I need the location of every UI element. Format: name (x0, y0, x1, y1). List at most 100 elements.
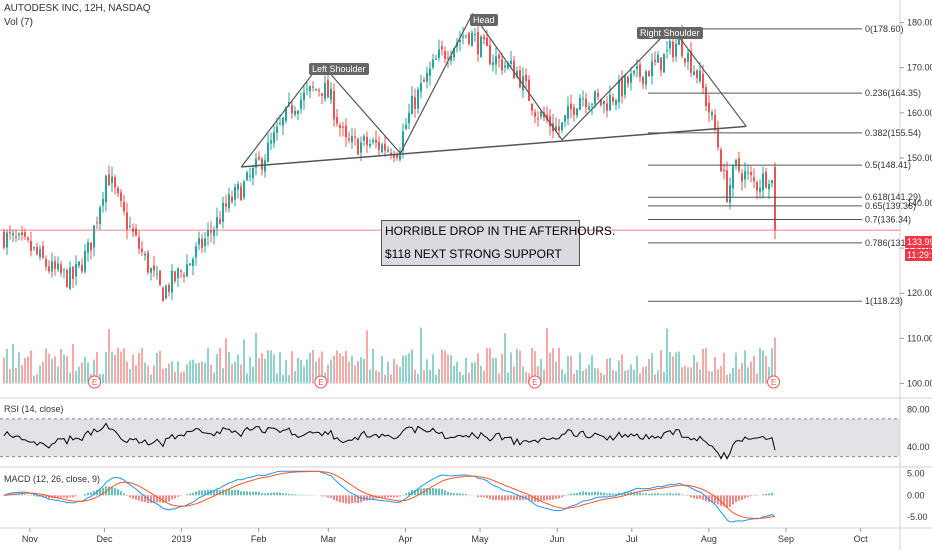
volume-bar (450, 355, 452, 383)
volume-bar (129, 369, 131, 383)
candle-body (30, 241, 32, 251)
rsi-tick-label: 40.00 (907, 442, 930, 452)
candle-body (666, 50, 668, 51)
volume-bar (564, 374, 566, 384)
macd-histogram-bar (177, 495, 179, 496)
macd-histogram-bar (321, 495, 323, 496)
volume-bar (711, 372, 713, 384)
volume-bar (387, 362, 389, 384)
macd-histogram-bar (138, 495, 140, 501)
candle-body (624, 75, 626, 95)
volume-bar (276, 374, 278, 384)
volume-bar (144, 363, 146, 384)
candle-body (438, 49, 440, 58)
volume-bar (579, 353, 581, 384)
candle-body (210, 231, 212, 233)
macd-histogram-bar (681, 494, 683, 495)
candle-body (531, 104, 533, 111)
volume-bar (6, 349, 8, 384)
volume-bar (498, 373, 500, 383)
candle-body (642, 77, 644, 84)
volume-bar (126, 362, 128, 384)
candle-body (411, 96, 413, 114)
macd-histogram-bar (771, 493, 773, 495)
macd-histogram-bar (345, 495, 347, 503)
volume-bar (489, 348, 491, 383)
candle-body (81, 265, 83, 272)
macd-histogram-bar (504, 495, 506, 500)
macd-histogram-bar (666, 493, 668, 495)
volume-bar (648, 359, 650, 384)
x-tick-label: 2019 (172, 534, 192, 544)
volume-label: Vol (7) (4, 17, 33, 28)
candle-body (201, 239, 203, 248)
volume-bar (24, 358, 26, 384)
candle-body (3, 232, 5, 248)
candle-body (186, 264, 188, 276)
macd-histogram-bar (750, 495, 752, 496)
volume-bar (474, 362, 476, 383)
macd-histogram-bar (348, 495, 350, 503)
candle-body (192, 259, 194, 266)
macd-histogram-bar (654, 493, 656, 495)
macd-histogram-bar (132, 495, 134, 498)
candle-body (258, 157, 260, 160)
volume-bar (591, 355, 593, 383)
volume-bar (543, 370, 545, 384)
volume-bar (141, 348, 143, 383)
candle-body (774, 167, 776, 230)
volume-bar (432, 354, 434, 383)
candle-body (378, 142, 380, 150)
volume-bar (738, 369, 740, 383)
macd-histogram-bar (744, 495, 746, 498)
volume-bar (759, 348, 761, 383)
candle-body (435, 59, 437, 60)
candle-body (471, 33, 473, 46)
volume-bar (594, 368, 596, 383)
candle-body (246, 172, 248, 180)
macd-histogram-bar (591, 492, 593, 495)
macd-histogram-bar (267, 493, 269, 495)
macd-histogram-bar (246, 491, 248, 495)
candle-body (354, 136, 356, 137)
candle-body (483, 37, 485, 40)
macd-histogram-bar (189, 493, 191, 495)
macd-histogram-bar (399, 495, 401, 496)
candle-body (495, 56, 497, 64)
candle-body (189, 263, 191, 265)
x-tick-label: Mar (321, 534, 337, 544)
candle-body (465, 35, 467, 36)
candle-body (99, 207, 101, 224)
volume-bar (18, 353, 20, 384)
macd-histogram-bar (570, 494, 572, 496)
candle-body (588, 106, 590, 109)
candle-body (339, 125, 341, 128)
candle-body (279, 123, 281, 124)
volume-bar (405, 355, 407, 383)
note-box[interactable]: HORRIBLE DROP IN THE AFTERHOURS. $118 NE… (381, 220, 580, 266)
volume-bar (636, 356, 638, 384)
macd-histogram-bar (360, 495, 362, 502)
macd-histogram-bar (609, 493, 611, 495)
candle-body (567, 106, 569, 119)
volume-bar (309, 353, 311, 384)
macd-histogram-bar (120, 491, 122, 495)
volume-bar (48, 354, 50, 384)
macd-histogram-bar (702, 495, 704, 499)
volume-bar (345, 351, 347, 384)
x-tick-label: Dec (96, 534, 113, 544)
macd-histogram-bar (273, 493, 275, 496)
volume-bar (21, 365, 23, 383)
candle-body (639, 64, 641, 77)
volume-bar (381, 356, 383, 383)
macd-tick-label: 5.00 (907, 468, 925, 478)
candle-body (468, 33, 470, 44)
candle-body (168, 285, 170, 292)
candle-body (477, 32, 479, 54)
chart-title: AUTODESK INC, 12H, NASDAQ (4, 3, 151, 14)
candle-body (21, 232, 23, 235)
macd-histogram-bar (150, 495, 152, 503)
x-tick-label: Sep (778, 534, 794, 544)
candle-body (24, 232, 26, 236)
